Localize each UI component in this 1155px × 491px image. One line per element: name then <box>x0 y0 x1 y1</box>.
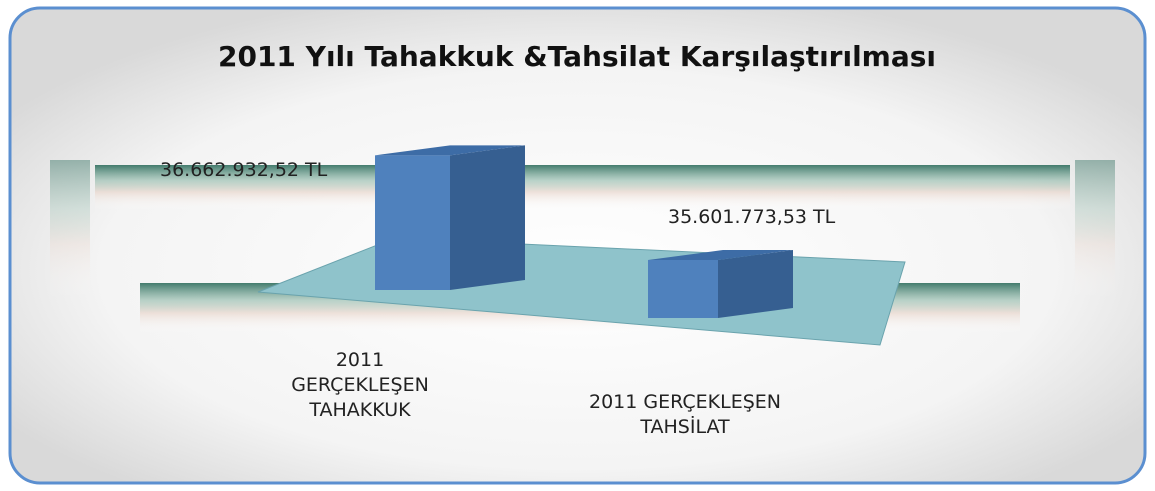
bar-side <box>450 145 525 290</box>
value-label: 35.601.773,53 TL <box>668 206 836 228</box>
bar <box>375 145 525 290</box>
bar-side <box>718 250 793 318</box>
bar-front <box>375 155 450 290</box>
value-label: 36.662.932,52 TL <box>160 159 328 181</box>
frame <box>8 6 1147 485</box>
bar-front <box>648 260 718 318</box>
bar-top <box>375 145 525 156</box>
x-tick-label: 2011 GERÇEKLEŞEN TAHSİLAT <box>589 391 781 438</box>
bar-top <box>648 250 793 261</box>
bar <box>648 250 793 318</box>
chart-title: 2011 Yılı Tahakkuk &Tahsilat Karşılaştır… <box>218 40 936 73</box>
x-tick-label: 2011 GERÇEKLEŞEN TAHAKKUK <box>291 349 429 421</box>
